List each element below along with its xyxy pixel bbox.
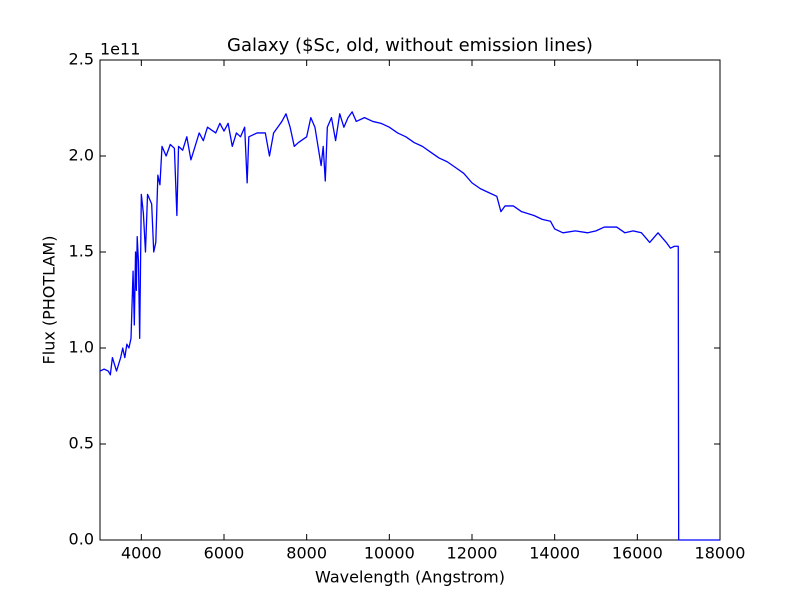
series-line [99,111,720,541]
plot-frame [99,59,721,541]
y-tick-label: 1.5 [69,242,94,261]
x-tick-label: 16000 [612,544,663,563]
x-tick-label: 18000 [695,544,746,563]
y-tick-label: 2.0 [69,146,94,165]
x-tick-label: 8000 [286,544,327,563]
y-tick-label: 1.0 [69,338,94,357]
y-tick-label: 2.5 [69,50,94,69]
y-offset-label: 1e11 [100,40,140,59]
x-tick-label: 10000 [364,544,415,563]
y-tick-label: 0.5 [69,434,94,453]
x-tick-label: 6000 [204,544,245,563]
y-axis-label: Flux (PHOTLAM) [40,236,59,365]
chart-title: Galaxy ($Sc, old, without emission lines… [227,35,593,56]
x-tick-label: 14000 [529,544,580,563]
x-axis-label: Wavelength (Angstrom) [315,568,505,587]
x-tick-label: 4000 [121,544,162,563]
y-tick-label: 0.0 [69,530,94,549]
x-tick-label: 12000 [447,544,498,563]
